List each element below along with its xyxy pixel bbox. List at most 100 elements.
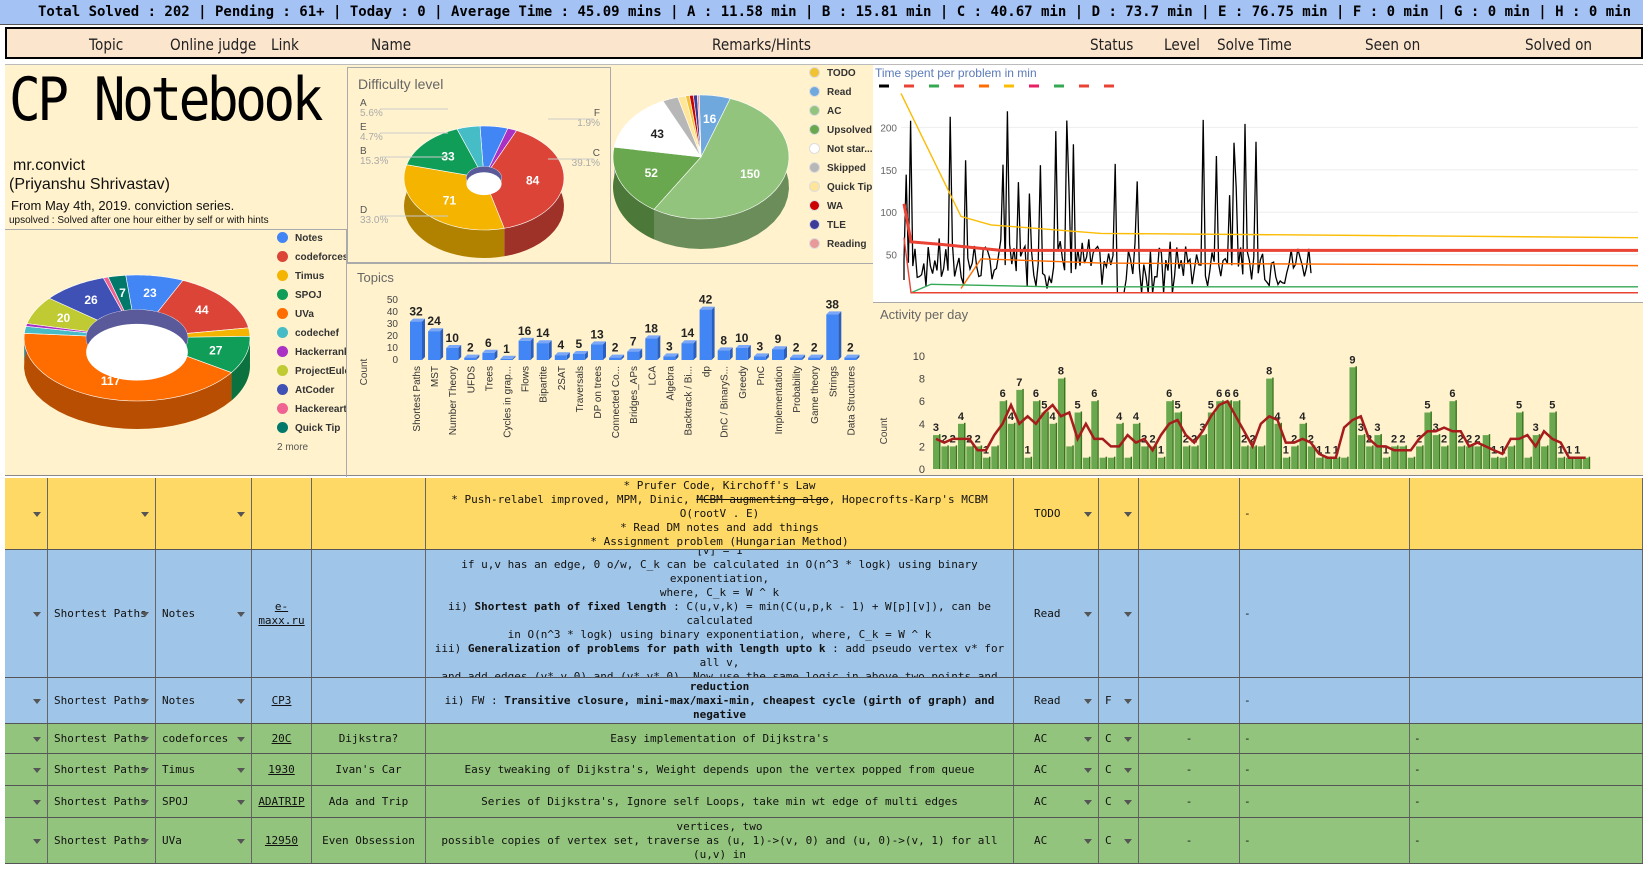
chevron-down-icon[interactable]: [237, 698, 245, 704]
activity-bar[interactable]: [1491, 457, 1498, 469]
chevron-down-icon[interactable]: [1124, 799, 1132, 805]
activity-bar[interactable]: [1474, 446, 1481, 469]
cell-solveselecttime[interactable]: -: [1139, 818, 1240, 863]
cell-status[interactable]: Read: [1014, 678, 1099, 723]
header-remarks[interactable]: Remarks/Hints: [712, 35, 811, 54]
cell-name[interactable]: Ivan's Car: [312, 754, 426, 785]
topic-bar[interactable]: [536, 343, 549, 360]
header-link[interactable]: Link: [271, 35, 299, 54]
cell-topic[interactable]: Shortest Paths: [48, 678, 156, 723]
cell-judge[interactable]: Notes: [156, 550, 252, 677]
activity-bar[interactable]: [1574, 457, 1581, 469]
chevron-down-icon[interactable]: [1084, 799, 1092, 805]
status-legend-item-wa[interactable]: WA: [809, 200, 843, 214]
legend-item-quick-tip[interactable]: Quick Tip: [277, 422, 340, 436]
topic-bar[interactable]: [790, 357, 803, 360]
legend-item-atcoder[interactable]: AtCoder: [277, 384, 334, 398]
activity-bar[interactable]: [1324, 457, 1331, 469]
cell-status[interactable]: AC: [1014, 724, 1099, 753]
chevron-down-icon[interactable]: [237, 611, 245, 617]
chevron-down-icon[interactable]: [1124, 698, 1132, 704]
cell-solvedselecton[interactable]: -: [1410, 786, 1643, 817]
legend-more[interactable]: 2 more: [277, 442, 309, 453]
chevron-down-icon[interactable]: [33, 767, 41, 773]
cell-level[interactable]: C: [1099, 754, 1139, 785]
topic-bar[interactable]: [410, 321, 422, 360]
cell-status[interactable]: AC: [1014, 786, 1099, 817]
cell-remarks[interactable]: Concept of Path with even number of edge…: [426, 818, 1014, 863]
activity-bar[interactable]: [1582, 457, 1589, 469]
status-legend-item-not-star-[interactable]: Not star...: [809, 143, 873, 157]
activity-bar[interactable]: [1557, 457, 1564, 469]
cell-solvedselecton[interactable]: [1410, 550, 1643, 677]
status-legend-item-read[interactable]: Read: [809, 86, 851, 100]
activity-bar[interactable]: [1274, 423, 1281, 469]
cell-remarks[interactable]: Easy tweaking of Dijkstra's, Weight depe…: [426, 754, 1014, 785]
chevron-down-icon[interactable]: [1084, 698, 1092, 704]
activity-bar[interactable]: [941, 446, 948, 469]
cell-link[interactable]: ADATRIP: [252, 786, 312, 817]
cell-seenselecton[interactable]: -: [1240, 550, 1410, 677]
activity-bar[interactable]: [1482, 435, 1489, 469]
activity-bar[interactable]: [1224, 401, 1231, 469]
topics-chart[interactable]: Topics 0 10 20 30 40 50 Count 32 Shortest Paths 2…: [347, 263, 873, 477]
cell-seenselecton[interactable]: -: [1240, 786, 1410, 817]
activity-bar[interactable]: [1016, 389, 1023, 469]
topic-bar[interactable]: [699, 309, 712, 360]
activity-bar[interactable]: [1524, 457, 1531, 469]
chevron-down-icon[interactable]: [33, 698, 41, 704]
cell-seenselecton[interactable]: -: [1240, 678, 1410, 723]
chevron-down-icon[interactable]: [237, 736, 245, 742]
cell-select[interactable]: [5, 754, 48, 785]
cell-solveselecttime[interactable]: [1139, 550, 1240, 677]
activity-bar[interactable]: [1357, 435, 1364, 469]
activity-bar[interactable]: [1157, 457, 1164, 469]
activity-bar[interactable]: [1024, 457, 1031, 469]
cell-solvedselecton[interactable]: [1410, 678, 1643, 723]
activity-bar[interactable]: [1166, 401, 1173, 469]
cell-name[interactable]: [312, 478, 426, 549]
cell-status[interactable]: TODO: [1014, 478, 1099, 549]
chevron-down-icon[interactable]: [33, 611, 41, 617]
activity-bar[interactable]: [1191, 446, 1198, 469]
activity-bar[interactable]: [1149, 446, 1156, 469]
topic-bar[interactable]: [808, 357, 821, 360]
activity-bar[interactable]: [1066, 446, 1073, 469]
legend-item-hackerearth[interactable]: Hackerearth: [277, 403, 346, 417]
header-seen-on[interactable]: Seen on: [1365, 35, 1421, 54]
status-legend-item-todo[interactable]: TODO: [809, 67, 856, 81]
topic-bar[interactable]: [627, 351, 640, 360]
chevron-down-icon[interactable]: [1124, 611, 1132, 617]
activity-bar[interactable]: [1532, 435, 1539, 469]
cell-topic[interactable]: Shortest Paths: [48, 818, 156, 863]
activity-bar[interactable]: [1332, 457, 1339, 469]
activity-bar[interactable]: [1249, 446, 1256, 469]
cell-seenselecton[interactable]: -: [1240, 754, 1410, 785]
topic-bar[interactable]: [609, 357, 622, 360]
activity-bar[interactable]: [982, 457, 989, 469]
status-slice[interactable]: [689, 94, 702, 158]
chevron-down-icon[interactable]: [141, 736, 149, 742]
chevron-down-icon[interactable]: [1124, 767, 1132, 773]
topic-bar[interactable]: [482, 352, 495, 360]
activity-bar[interactable]: [1007, 423, 1014, 469]
chevron-down-icon[interactable]: [141, 838, 149, 844]
cell-topic[interactable]: [48, 478, 156, 549]
cell-name[interactable]: Dijkstra?: [312, 724, 426, 753]
cell-link[interactable]: [252, 478, 312, 549]
activity-bar[interactable]: [1291, 446, 1298, 469]
header-solve-time[interactable]: Solve Time: [1217, 35, 1292, 54]
cell-link[interactable]: e-maxx.ru: [252, 550, 312, 677]
status-slice[interactable]: [653, 98, 790, 220]
activity-bar[interactable]: [1182, 446, 1189, 469]
chevron-down-icon[interactable]: [141, 767, 149, 773]
topic-bar[interactable]: [753, 356, 766, 360]
cell-judge[interactable]: UVa: [156, 818, 252, 863]
chevron-down-icon[interactable]: [33, 736, 41, 742]
status-slice[interactable]: [696, 94, 702, 158]
status-legend-item-quick-tip[interactable]: Quick Tip: [809, 181, 872, 195]
activity-bar[interactable]: [1307, 446, 1314, 469]
activity-bar[interactable]: [1366, 446, 1373, 469]
topic-bar[interactable]: [645, 338, 658, 360]
activity-bar[interactable]: [1424, 412, 1431, 470]
